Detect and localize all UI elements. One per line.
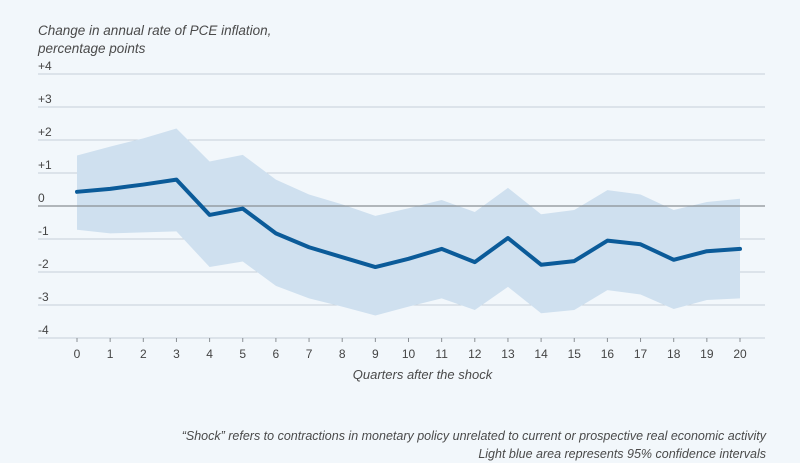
y-tick-label: 0 <box>38 191 45 205</box>
note-line1: “Shock” refers to contractions in moneta… <box>181 429 766 443</box>
x-tick-label: 19 <box>700 347 714 361</box>
x-tick-labels: 0 1 2 3 4 5 6 7 8 9 10 11 12 13 14 15 16 17 18 19 20 <box>74 338 747 361</box>
y-tick-label: +3 <box>38 92 52 106</box>
x-tick-label: 4 <box>206 347 213 361</box>
y-tick-label: -2 <box>38 257 49 271</box>
x-tick-label: 11 <box>435 347 448 361</box>
x-tick-label: 6 <box>273 347 280 361</box>
x-tick-label: 0 <box>74 347 81 361</box>
x-tick-label: 17 <box>634 347 648 361</box>
confidence-band-area <box>77 128 740 316</box>
y-axis-title-line1: Change in annual rate of PCE inflation, <box>38 23 272 38</box>
x-tick-label: 15 <box>568 347 582 361</box>
y-tick-labels: +4 +3 +2 +1 0 -1 -2 -3 -4 <box>38 59 52 337</box>
y-tick-label: -3 <box>38 290 49 304</box>
x-axis-title: Quarters after the shock <box>352 367 493 382</box>
y-tick-label: +4 <box>38 59 52 73</box>
x-tick-label: 8 <box>339 347 346 361</box>
y-axis-title-line2: percentage points <box>38 41 146 56</box>
x-tick-label: 18 <box>667 347 681 361</box>
x-tick-label: 12 <box>468 347 482 361</box>
x-tick-label: 20 <box>733 347 747 361</box>
y-tick-label: +1 <box>38 158 52 172</box>
y-tick-label: +2 <box>38 125 52 139</box>
note-line2: Light blue area represents 95% confidenc… <box>478 447 766 461</box>
y-axis-title: Change in annual rate of PCE inflation, … <box>38 22 271 58</box>
x-tick-label: 10 <box>402 347 416 361</box>
series-lines <box>75 177 742 270</box>
confidence-band <box>77 128 740 316</box>
x-tick-label: 16 <box>601 347 615 361</box>
y-tick-label: -1 <box>38 224 49 238</box>
line-chart: +4+3+2+10-1-2-3-4 0 1 2 3 4 5 6 7 8 9 10 11 12 13 14 15… <box>38 59 765 361</box>
y-tick-label: -4 <box>38 323 49 337</box>
x-tick-label: 9 <box>372 347 379 361</box>
x-tick-label: 5 <box>239 347 246 361</box>
x-tick-label: 3 <box>173 347 180 361</box>
x-tick-label: 2 <box>140 347 147 361</box>
x-tick-label: 13 <box>501 347 515 361</box>
x-tick-label: 14 <box>534 347 548 361</box>
x-tick-label: 7 <box>306 347 313 361</box>
x-tick-label: 1 <box>107 347 114 361</box>
chart-note: “Shock” refers to contractions in moneta… <box>182 427 766 463</box>
series-line <box>75 177 742 270</box>
